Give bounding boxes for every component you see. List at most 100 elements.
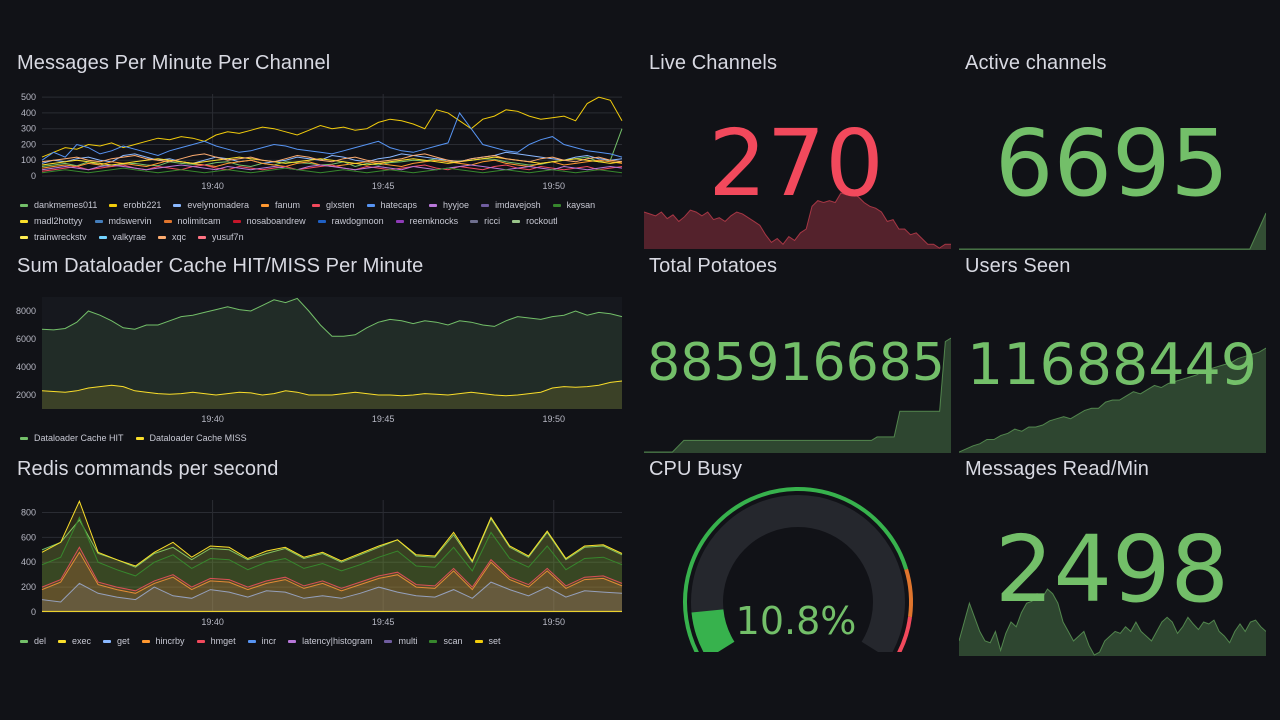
legend-swatch [135,437,144,441]
redis-chart[interactable]: 800 600 400 200 0 19:40 19:45 19:50 [0,492,636,632]
legend-swatch [20,204,28,208]
series-line[interactable] [41,516,623,577]
series-line[interactable] [41,380,623,397]
legend-item[interactable]: nosaboandrew [232,213,306,229]
series-line[interactable] [41,551,623,594]
legend-swatch [384,640,393,644]
legend-item[interactable]: hincrby [141,633,185,649]
legend-item[interactable]: imdavejosh [481,197,541,213]
legend-label: imdavejosh [495,200,541,210]
panel-title: Sum Dataloader Cache HIT/MISS Per Minute [17,255,424,277]
panel-messages-read: Messages Read/Min 2498 [957,458,1267,658]
legend-item[interactable]: dankmemes011 [20,197,97,213]
panel-title: Redis commands per second [17,458,279,480]
redis-legend: del exec get hincrby hmget incr latency|histog… [20,633,620,649]
live-channels-sparkline [644,192,951,249]
legend-item[interactable]: Dataloader Cache HIT [20,430,124,446]
legend-item[interactable]: evelynomadera [173,197,249,213]
legend-label: yusuf7n [212,232,244,242]
panel-title: Users Seen [965,255,1071,277]
series-line[interactable] [41,111,623,161]
legend-label: rawdogmoon [331,216,384,226]
legend-swatch [158,236,167,240]
legend-swatch [288,640,297,644]
sparkline-line [959,347,1266,453]
sparkline-line [959,588,1266,656]
series-line[interactable] [41,151,623,164]
sparkline-area [959,589,1266,656]
legend-label: erobb221 [123,200,162,210]
legend-item[interactable]: trainwreckstv [20,229,87,245]
legend-item[interactable]: Dataloader Cache MISS [135,430,247,446]
y-tick-label: 400 [21,108,36,118]
legend-label: latency|histogram [302,636,373,646]
panel-messages-per-minute: Messages Per Minute Per Channel 500 400 30… [0,52,636,247]
legend-swatch [173,204,182,208]
legend-item[interactable]: hyyjoe [429,197,469,213]
y-tick-label: 6000 [16,334,36,344]
legend-item[interactable]: valkyrae [98,229,147,245]
legend-swatch [141,640,150,644]
legend-swatch [232,220,241,224]
legend-label: fanum [274,200,300,210]
series-line[interactable] [41,517,623,568]
legend-item[interactable]: kaysan [552,197,595,213]
panel-live-channels: Live Channels 270 [641,52,951,250]
legend-item[interactable]: hatecaps [366,197,417,213]
legend-label: xqc [172,232,187,242]
series-line[interactable] [41,581,623,603]
series-line[interactable] [41,128,623,168]
legend-label: ricci [484,216,501,226]
legend-item[interactable]: madl2hottyy [20,213,83,229]
dataloader-chart[interactable]: 8000 6000 4000 2000 19:40 19:45 19:50 [0,289,636,429]
legend-item[interactable]: hmget [196,633,236,649]
legend-item[interactable]: set [474,633,501,649]
series-line[interactable] [41,297,623,337]
legend-item[interactable]: fanum [260,197,300,213]
legend-item[interactable]: erobb221 [109,197,161,213]
legend-swatch [429,204,438,208]
legend-item[interactable]: reemknocks [395,213,458,229]
series-line[interactable] [41,96,623,158]
legend-item[interactable]: rawdogmoon [317,213,384,229]
series-line[interactable] [41,164,623,171]
legend-swatch [512,220,521,224]
legend-swatch [20,236,28,240]
series-line[interactable] [41,167,623,174]
legend-label: mdswervin [108,216,152,226]
legend-item[interactable]: incr [247,633,277,649]
legend-item[interactable]: get [103,633,130,649]
panel-title: Messages Per Minute Per Channel [17,52,331,74]
live-channels-value: 270 [708,110,884,217]
legend-item[interactable]: ricci [470,213,500,229]
y-tick-label: 2000 [16,390,36,400]
legend-item[interactable]: exec [58,633,91,649]
legend-item[interactable]: scan [429,633,463,649]
legend-swatch [260,204,269,208]
series-area [42,582,622,612]
legend-label: incr [261,636,277,646]
legend-item[interactable]: mdswervin [94,213,152,229]
series-line[interactable] [41,499,623,567]
legend-label: valkyrae [112,232,147,242]
panel-title: CPU Busy [649,458,743,480]
legend-item[interactable]: multi [384,633,417,649]
legend-item[interactable]: rockoutl [512,213,558,229]
panel-title: Active channels [965,52,1107,74]
messages-chart[interactable]: 500 400 300 200 100 0 19:40 19:45 19:50 [0,86,636,196]
legend-item[interactable]: xqc [158,229,186,245]
legend-label: Dataloader Cache MISS [149,433,247,443]
y-tick-label: 0 [31,607,36,617]
legend-swatch [109,204,118,208]
users-seen-value: 11688449 [966,332,1258,398]
y-tick-label: 800 [21,507,36,517]
legend-item[interactable]: latency|histogram [288,633,372,649]
series-line[interactable] [41,153,623,163]
legend-item[interactable]: del [20,633,46,649]
legend-item[interactable]: glxsten [311,197,355,213]
series-line[interactable] [41,164,623,172]
panel-dataloader: Sum Dataloader Cache HIT/MISS Per Minute… [0,255,636,450]
series-line[interactable] [41,546,623,592]
legend-item[interactable]: yusuf7n [198,229,244,245]
legend-item[interactable]: nolimitcam [163,213,221,229]
